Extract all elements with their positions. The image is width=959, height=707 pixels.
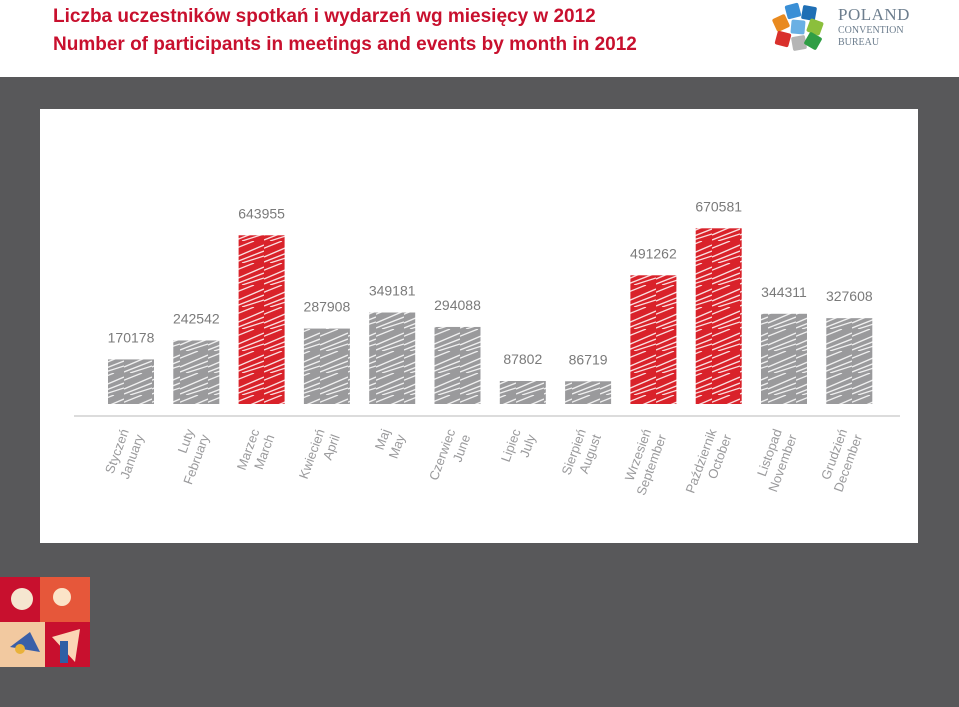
value-label-november: 344311 [761,284,807,300]
bar-april [303,328,350,404]
value-label-february: 242542 [173,310,220,326]
value-label-august: 86719 [569,351,608,367]
bar-january [108,359,154,404]
bar-june [434,326,481,404]
value-label-september: 491262 [630,245,677,261]
poland-convention-bureau-logo[interactable]: POLAND CONVENTION BUREAU [768,2,953,58]
bar-august [565,381,612,404]
bar-chart: 170178 242542 643955 287908 349181 294088 8780… [74,198,900,497]
logo-flower-icon [772,2,824,51]
bar-december [826,318,873,404]
bar-september [630,275,677,404]
header: Liczba uczestników spotkań i wydarzeń wg… [0,0,959,77]
bar-july [499,380,546,404]
value-label-december: 327608 [826,288,873,304]
value-label-january: 170178 [108,329,155,345]
decorative-folk-art-image [0,577,90,667]
bar-february [173,340,220,404]
title-english: Number of participants in meetings and e… [53,34,637,55]
value-label-may: 349181 [369,283,416,299]
logo-line-1: POLAND [838,5,910,24]
bar-may [369,312,416,404]
value-label-october: 670581 [695,198,742,214]
value-label-march: 643955 [238,205,285,221]
logo-line-3: BUREAU [838,37,880,48]
value-label-april: 287908 [304,299,351,315]
bar-march [238,235,285,404]
logo-line-2: CONVENTION [838,25,904,36]
bar-october [695,228,742,404]
chart-panel: 170178 242542 643955 287908 349181 294088 8780… [40,109,918,543]
month-label-pl: Maj [372,427,393,452]
bar-november [761,313,807,404]
value-label-june: 294088 [434,297,481,313]
title-polish: Liczba uczestników spotkań i wydarzeń wg… [53,6,596,27]
value-label-july: 87802 [503,351,542,367]
